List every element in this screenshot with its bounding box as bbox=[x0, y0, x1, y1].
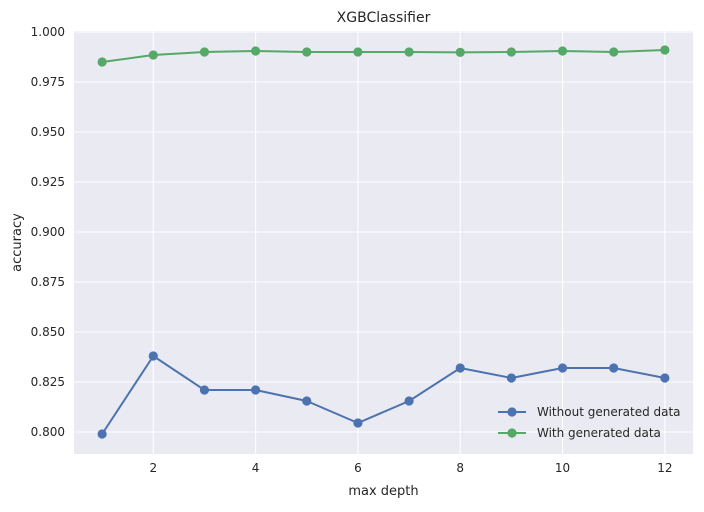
data-point bbox=[251, 385, 261, 395]
y-tick-label: 0.850 bbox=[31, 325, 65, 339]
legend-item: Without generated data bbox=[498, 405, 681, 419]
data-point bbox=[609, 363, 619, 373]
data-point bbox=[506, 47, 516, 57]
data-point bbox=[97, 429, 107, 439]
data-point bbox=[353, 418, 363, 428]
legend-marker bbox=[507, 407, 517, 417]
grid-lines bbox=[74, 31, 693, 454]
data-point bbox=[199, 385, 210, 395]
data-point bbox=[455, 363, 465, 373]
x-axis-title: max depth bbox=[348, 484, 418, 499]
data-point bbox=[660, 45, 670, 55]
series-2 bbox=[97, 45, 670, 67]
data-point bbox=[506, 373, 516, 383]
y-tick-label: 0.975 bbox=[31, 75, 65, 89]
y-tick-label: 1.000 bbox=[31, 25, 65, 39]
data-point bbox=[557, 46, 568, 56]
data-point bbox=[660, 373, 670, 383]
x-tick-label: 2 bbox=[149, 461, 157, 475]
data-point bbox=[251, 46, 261, 56]
series-1 bbox=[97, 351, 670, 439]
data-point bbox=[557, 363, 568, 373]
series-line bbox=[101, 355, 666, 435]
data-point bbox=[199, 47, 210, 57]
plot-area bbox=[74, 31, 693, 454]
x-tick-label: 6 bbox=[354, 461, 362, 475]
legend-label: With generated data bbox=[537, 426, 661, 440]
legend: Without generated data With generated dat… bbox=[498, 405, 681, 440]
data-point bbox=[353, 47, 363, 57]
x-tick-label: 10 bbox=[555, 461, 570, 475]
data-point bbox=[404, 47, 414, 57]
series-layer bbox=[97, 45, 670, 439]
chart-title: XGBClassifier bbox=[337, 10, 431, 26]
data-point bbox=[455, 47, 465, 58]
data-point bbox=[97, 57, 107, 67]
data-point bbox=[148, 351, 158, 361]
data-point bbox=[302, 47, 312, 57]
y-tick-label: 0.950 bbox=[31, 125, 65, 139]
y-axis-title: accuracy bbox=[10, 213, 25, 272]
y-tick-label: 0.825 bbox=[31, 375, 65, 389]
y-tick-label: 0.800 bbox=[31, 425, 65, 439]
data-point bbox=[148, 50, 158, 60]
y-tick-label: 0.900 bbox=[31, 225, 65, 239]
data-point bbox=[302, 396, 312, 406]
x-tick-labels: 2 4 6 8 10 12 bbox=[149, 461, 672, 475]
series-line bbox=[102, 49, 665, 63]
y-tick-label: 0.925 bbox=[31, 175, 65, 189]
x-tick-label: 12 bbox=[657, 461, 672, 475]
y-tick-labels: 0.800 0.825 0.850 0.875 0.900 0.925 0.950 0.975… bbox=[31, 25, 65, 439]
legend-item: With generated data bbox=[498, 426, 661, 440]
legend-label: Without generated data bbox=[537, 405, 681, 419]
x-tick-label: 8 bbox=[456, 461, 464, 475]
data-point bbox=[404, 396, 414, 406]
y-tick-label: 0.875 bbox=[31, 275, 65, 289]
x-tick-label: 4 bbox=[252, 461, 260, 475]
legend-marker bbox=[507, 428, 517, 438]
data-point bbox=[609, 47, 619, 57]
